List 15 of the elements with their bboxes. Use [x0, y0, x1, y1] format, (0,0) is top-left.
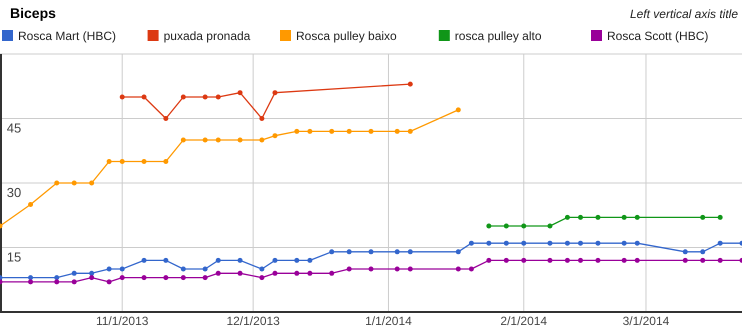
chart-title: Biceps [10, 5, 56, 21]
legend-label: rosca pulley alto [454, 29, 542, 43]
x-tick-label: 1/1/2014 [365, 314, 412, 328]
legend-label: puxada pronada [164, 29, 251, 43]
legend-label: Rosca pulley baixo [296, 29, 398, 43]
x-tick-label: 2/1/2014 [500, 314, 548, 328]
y-tick-label: 30 [6, 185, 22, 200]
x-tick-label: 3/1/2014 [622, 314, 670, 328]
x-tick-label: 12/1/2013 [226, 314, 280, 328]
x-tick-label: 11/1/2013 [96, 314, 149, 328]
legend-label: Rosca Scott (HBC) [607, 29, 708, 43]
y-axis-title: Left vertical axis title [630, 7, 738, 21]
legend-label: Rosca Mart (HBC) [18, 29, 116, 43]
y-tick-label: 15 [6, 250, 22, 264]
y-tick-label: 45 [6, 120, 22, 136]
